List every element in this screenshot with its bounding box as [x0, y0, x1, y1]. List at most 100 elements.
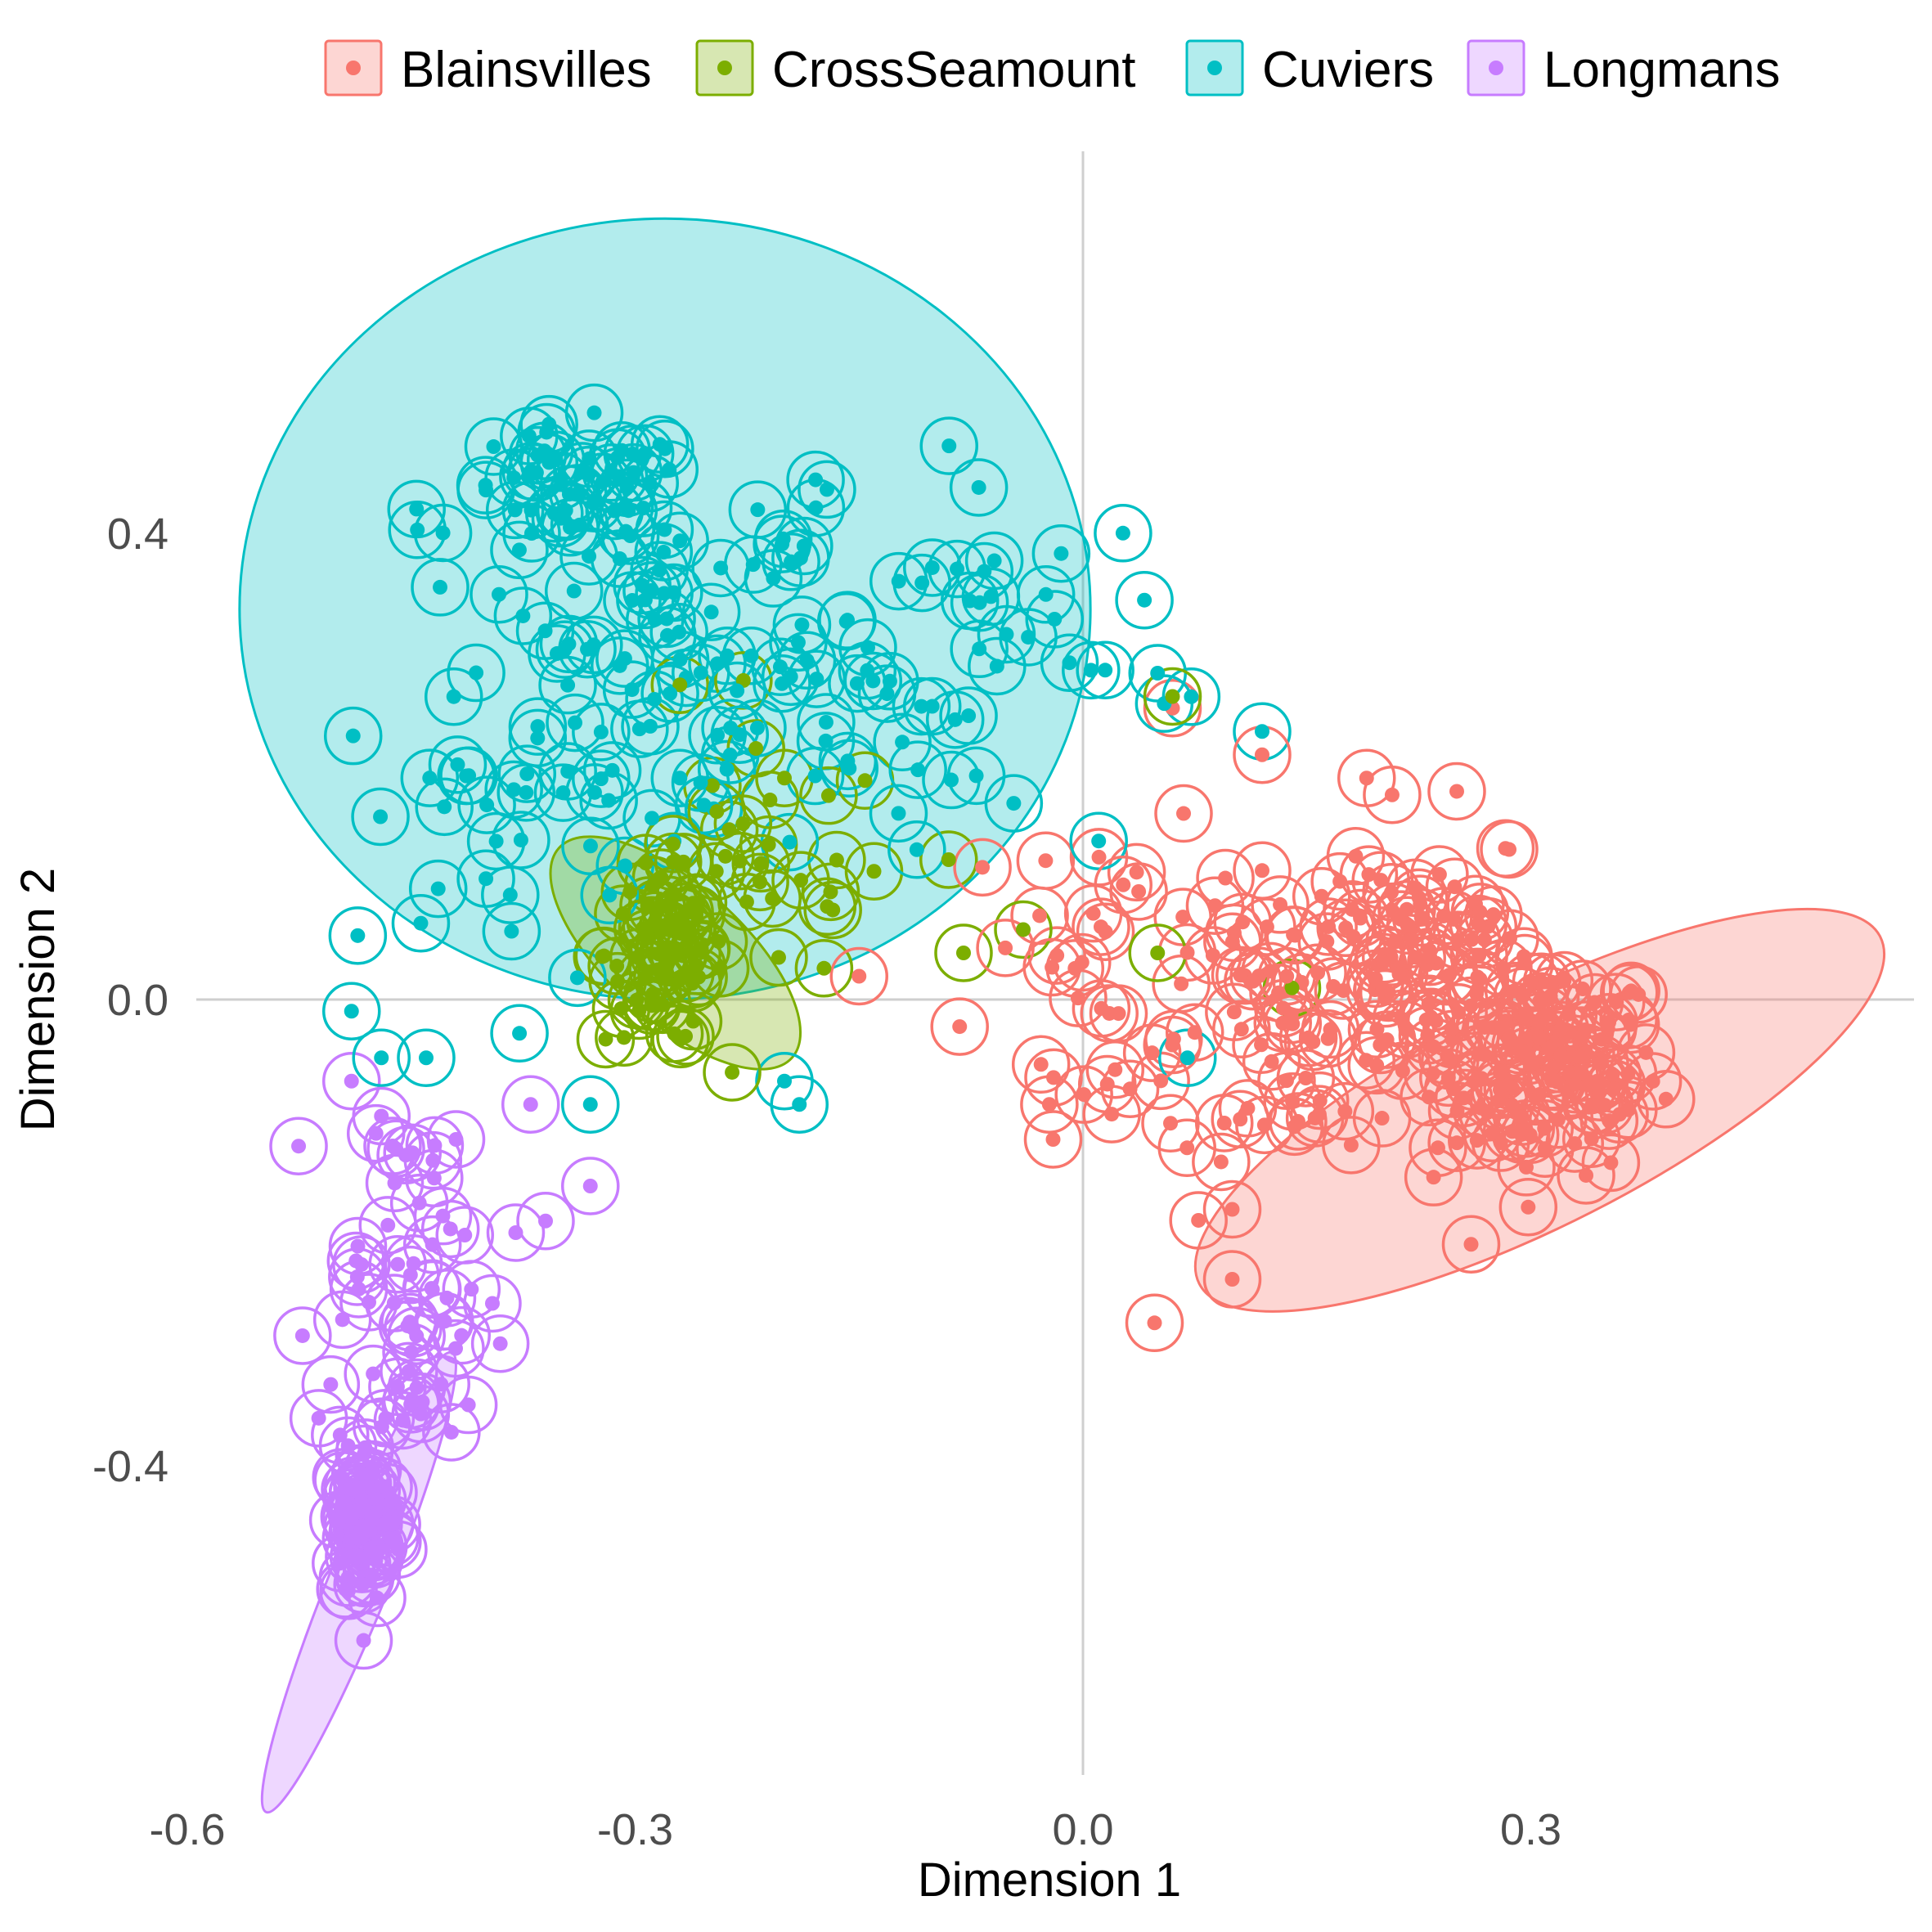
ring-cuviers — [408, 859, 468, 919]
ring-crossseamount — [771, 851, 830, 910]
point-cuviers — [523, 502, 539, 518]
point-blainsvilles — [1584, 1131, 1599, 1147]
point-blainsvilles — [1285, 1094, 1301, 1109]
ring-cuviers — [352, 1028, 411, 1087]
ring-cuviers — [415, 777, 474, 837]
point-blainsvilles — [1449, 1135, 1465, 1151]
point-crossseamount — [689, 958, 704, 973]
point-cuviers — [582, 1097, 598, 1112]
point-blainsvilles — [1254, 1037, 1269, 1053]
ring-blainsvilles — [1125, 1293, 1184, 1353]
point-crossseamount — [610, 973, 626, 989]
legend-key-dot — [1489, 61, 1503, 75]
point-cuviers — [796, 538, 811, 554]
point-cuviers — [572, 517, 587, 532]
point-cuviers — [860, 640, 875, 655]
point-cuviers — [506, 782, 522, 798]
point-blainsvilles — [1129, 865, 1144, 880]
point-blainsvilles — [1409, 950, 1425, 965]
point-cuviers — [950, 561, 965, 577]
ring-cuviers — [1115, 570, 1174, 630]
ring-cuviers — [490, 1004, 549, 1063]
ring-blainsvilles — [1202, 1250, 1262, 1309]
point-blainsvilles — [1464, 932, 1480, 947]
point-crossseamount — [649, 901, 665, 916]
point-cuviers — [512, 1026, 528, 1041]
point-cuviers — [610, 450, 626, 465]
point-blainsvilles — [1549, 1074, 1565, 1090]
point-crossseamount — [820, 788, 836, 803]
point-cuviers — [656, 545, 672, 560]
y-axis-tick-labels: 0.4 0.0 -0.4 — [92, 510, 168, 1491]
ring-blainsvilles — [829, 946, 888, 1006]
point-blainsvilles — [1425, 1066, 1440, 1081]
point-blainsvilles — [1379, 1032, 1395, 1048]
point-blainsvilles — [1108, 1062, 1123, 1077]
legend[interactable]: Blainsvilles CrossSeamount Cuviers Longmans — [324, 39, 1781, 98]
point-blainsvilles — [1430, 1140, 1445, 1156]
point-longmans — [376, 1479, 392, 1494]
ring-blainsvilles — [1094, 856, 1152, 914]
point-blainsvilles — [1645, 1073, 1660, 1089]
point-blainsvilles — [1584, 1098, 1600, 1113]
ring-crossseamount — [794, 939, 854, 998]
point-crossseamount — [635, 921, 650, 937]
point-longmans — [582, 1179, 598, 1193]
point-crossseamount — [708, 864, 724, 879]
ring-blainsvilles — [1076, 902, 1135, 961]
point-blainsvilles — [1420, 1027, 1436, 1043]
point-crossseamount — [1150, 946, 1166, 960]
point-blainsvilles — [1568, 1076, 1584, 1092]
point-cuviers — [601, 793, 617, 808]
point-blainsvilles — [1449, 932, 1465, 948]
point-blainsvilles — [1544, 974, 1560, 990]
point-longmans — [492, 1336, 508, 1351]
point-longmans — [380, 1217, 396, 1233]
ring-blainsvilles — [1476, 819, 1535, 878]
point-crossseamount — [685, 1013, 701, 1029]
point-longmans — [413, 1406, 429, 1422]
point-blainsvilles — [1537, 1141, 1552, 1157]
point-longmans — [403, 1396, 419, 1412]
ring-longmans — [486, 1203, 546, 1262]
point-longmans — [461, 1397, 476, 1413]
point-blainsvilles — [1408, 880, 1423, 896]
point-crossseamount — [659, 968, 675, 983]
point-cuviers — [553, 473, 568, 488]
point-longmans — [409, 1380, 425, 1395]
point-blainsvilles — [1602, 1014, 1617, 1030]
legend-item-crossseamount[interactable]: CrossSeamount — [695, 39, 1136, 98]
legend-item-cuviers[interactable]: Cuviers — [1185, 39, 1434, 98]
point-longmans — [355, 1577, 371, 1593]
point-blainsvilles — [1207, 898, 1223, 914]
point-cuviers — [947, 712, 963, 727]
point-cuviers — [618, 523, 634, 539]
ring-cuviers — [1062, 640, 1121, 700]
y-axis-title: Dimension 2 — [11, 868, 65, 1131]
point-cuviers — [602, 887, 618, 903]
point-cuviers — [618, 858, 633, 874]
ring-cuviers — [437, 746, 496, 806]
point-longmans — [402, 1314, 417, 1330]
point-cuviers — [720, 648, 735, 663]
ring-cuviers — [590, 636, 649, 695]
point-blainsvilles — [1384, 884, 1400, 900]
ring-longmans — [387, 1306, 446, 1365]
legend-item-longmans[interactable]: Longmans — [1467, 39, 1781, 98]
point-blainsvilles — [1575, 982, 1590, 997]
point-cuviers — [593, 724, 609, 739]
point-blainsvilles — [1518, 1159, 1534, 1175]
point-blainsvilles — [1440, 1070, 1456, 1085]
ring-blainsvilles — [1205, 982, 1264, 1041]
point-blainsvilles — [975, 860, 991, 875]
ring-cuviers — [323, 706, 383, 766]
legend-item-blainsvilles[interactable]: Blainsvilles — [324, 39, 652, 98]
point-longmans — [334, 1470, 349, 1485]
point-cuviers — [642, 475, 658, 491]
point-blainsvilles — [1391, 966, 1407, 982]
point-cuviers — [672, 652, 688, 667]
ring-cuviers — [1016, 565, 1076, 624]
point-cuviers — [491, 586, 506, 602]
ring-cuviers — [1076, 640, 1134, 700]
point-blainsvilles — [1505, 1081, 1521, 1096]
